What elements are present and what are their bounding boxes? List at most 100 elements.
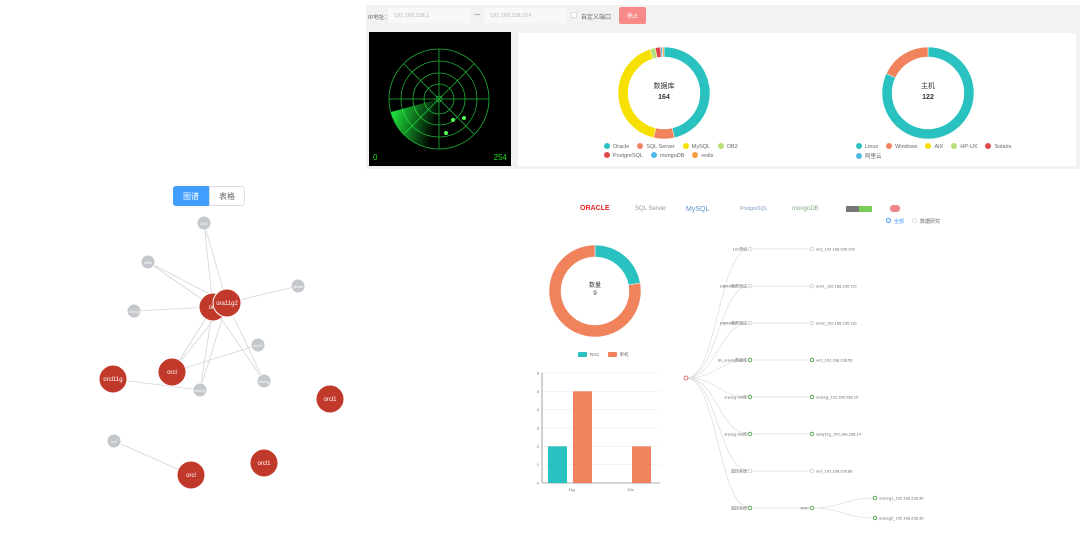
legend-item[interactable]: SQL Server: [637, 143, 675, 150]
node-circle: [140, 254, 156, 270]
legend-swatch: [682, 143, 689, 149]
logo-sqlserver[interactable]: SQL Server: [635, 206, 667, 212]
legend-label: SQL Server: [646, 144, 675, 150]
logo-oracle[interactable]: ORACLE: [580, 205, 610, 212]
legend-label: redis: [701, 153, 714, 159]
tree-node[interactable]: [747, 394, 753, 400]
tree-node[interactable]: [809, 320, 815, 326]
filter-all[interactable]: 全部: [886, 218, 904, 225]
scan-toolbar: IP地址： — 自定义端口 停止: [366, 5, 1080, 29]
logo-postgresql[interactable]: PostgreSQL: [740, 206, 768, 212]
legend-label: HP-UX: [960, 144, 978, 150]
legend-item[interactable]: PostgreSQL: [604, 152, 643, 159]
legend-item[interactable]: Windows: [886, 143, 917, 150]
tab-graph[interactable]: 图谱: [173, 186, 209, 206]
tree-node[interactable]: [809, 505, 815, 511]
slice-SQL Server: [653, 127, 675, 140]
legend-item[interactable]: redis: [692, 152, 713, 159]
tree-node[interactable]: [872, 515, 878, 521]
stop-button[interactable]: 停止: [619, 7, 646, 24]
tree-root[interactable]: [683, 375, 689, 381]
tree-node[interactable]: [747, 431, 753, 437]
instance-tree: orcl_192.168.239.109 12c单机 orcl1_192.168.2…: [683, 246, 924, 521]
legend-swatch: [578, 352, 587, 357]
legend-item[interactable]: MySQL: [682, 143, 711, 150]
ip-end-input[interactable]: [484, 8, 566, 23]
tree-node[interactable]: [809, 468, 815, 474]
graph-edge: [212, 306, 265, 382]
db-legend: Oracle SQL Server MySQL DB2 PostgreSQL mongoD…: [604, 143, 744, 159]
graph-node[interactable]: orcl10: [250, 337, 266, 353]
legend-item[interactable]: 阿里云: [856, 152, 882, 160]
node-label: orcl10: [253, 344, 263, 348]
logo-mysql[interactable]: MySQL: [686, 206, 710, 213]
tree-node[interactable]: [747, 357, 753, 363]
legend-item[interactable]: RAC: [578, 352, 600, 358]
legend-item[interactable]: HP-UX: [951, 143, 977, 150]
graph-node[interactable]: pdbe: [140, 254, 156, 270]
legend-swatch: [650, 152, 657, 158]
legend-item[interactable]: 单机: [607, 352, 629, 358]
tree-node-label: orcl1_192.168.239.115: [816, 284, 857, 289]
graph-node[interactable]: cdb2: [196, 215, 212, 231]
graph-node[interactable]: orcl1: [249, 448, 279, 478]
graph-node[interactable]: ora10g: [126, 303, 142, 319]
node-circle: [315, 384, 345, 414]
tree-node[interactable]: [809, 431, 815, 437]
tree-node[interactable]: [872, 495, 878, 501]
node-label: ora10g: [129, 310, 140, 314]
tree-node[interactable]: [809, 246, 815, 252]
legend-item[interactable]: DB2: [718, 143, 738, 150]
legend-item[interactable]: AIX: [925, 143, 943, 150]
legend-label: MySQL: [691, 144, 711, 150]
tab-table[interactable]: 表格: [209, 186, 245, 206]
legend-item[interactable]: Oracle: [604, 143, 629, 150]
logo-redis[interactable]: [890, 205, 900, 212]
database-donut: [617, 46, 711, 140]
tree-node[interactable]: [747, 320, 753, 326]
graph-node[interactable]: orcl1: [315, 384, 345, 414]
node-label: yikuan: [293, 285, 303, 289]
node-circle: [256, 373, 272, 389]
tree-link: [685, 285, 751, 379]
slice-Oracle: [663, 46, 711, 139]
radar-scanner: 0 254: [369, 32, 511, 166]
y-tick-label: 5: [537, 389, 540, 394]
y-tick-label: 4: [537, 407, 540, 412]
graph-node[interactable]: ora11g: [256, 373, 272, 389]
node-circle: [106, 433, 122, 449]
legend-swatch: [604, 152, 610, 158]
graph-node[interactable]: orcl: [176, 460, 206, 490]
legend-item[interactable]: mongoDB: [650, 152, 684, 159]
y-tick-label: 6: [537, 371, 540, 376]
graph-node[interactable]: ora11g: [192, 382, 208, 398]
tree-node[interactable]: [747, 246, 753, 252]
legend-item[interactable]: Solaris: [985, 143, 1011, 150]
filter-option-2[interactable]: 数据研究: [912, 218, 940, 225]
db-donut-total: 164: [658, 94, 670, 101]
qty-donut-total: 9: [593, 291, 597, 297]
tree-link: [685, 322, 751, 379]
tree-node[interactable]: [809, 357, 815, 363]
ip-start-input[interactable]: [388, 8, 470, 23]
graph-node[interactable]: yikuan: [290, 278, 306, 294]
custom-port-checkbox[interactable]: [571, 12, 577, 18]
tree-node[interactable]: [747, 505, 753, 511]
radar-blip: [451, 118, 455, 122]
graph-node[interactable]: orcl: [157, 357, 187, 387]
y-tick-label: 2: [537, 444, 540, 449]
legend-swatch: [718, 143, 725, 149]
graph-node[interactable]: ora11g2: [212, 288, 242, 318]
tree-node[interactable]: [747, 468, 753, 474]
node-label: orcl1: [323, 397, 337, 403]
filter-radio-group: 全部 数据研究: [886, 218, 940, 225]
tree-node[interactable]: [809, 394, 815, 400]
logo-badge[interactable]: [846, 206, 872, 212]
node-label: ora11g: [259, 380, 270, 384]
tree-node[interactable]: [747, 283, 753, 289]
legend-item[interactable]: Linux: [856, 143, 878, 150]
logo-mongodb[interactable]: mongoDB: [792, 206, 819, 212]
graph-node[interactable]: orcl11g: [98, 364, 128, 394]
graph-node[interactable]: orcl: [106, 433, 122, 449]
tree-node[interactable]: [809, 283, 815, 289]
